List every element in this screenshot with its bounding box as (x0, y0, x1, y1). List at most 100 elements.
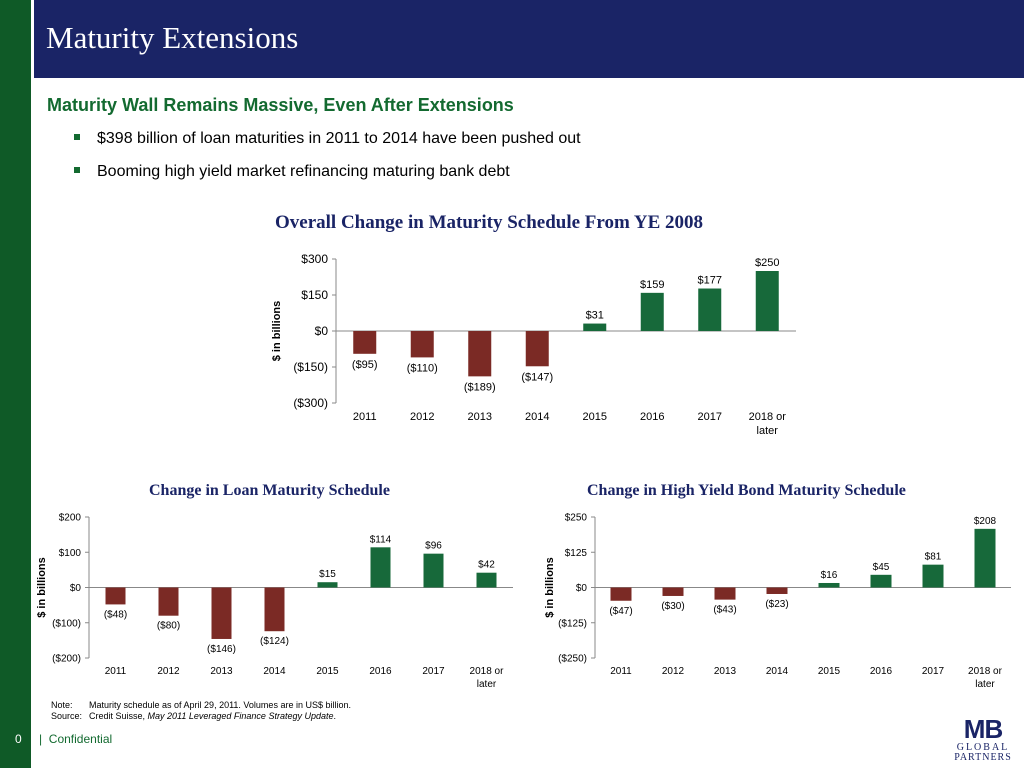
bullet-square-icon (74, 134, 80, 140)
chart-overall-svg: $300 $150 $0 ($150) ($300) $ in billions ($95)… (271, 252, 796, 437)
x-tick-label: 2012 (410, 411, 434, 423)
x-tick-label: 2017 (922, 666, 945, 677)
data-label: $96 (425, 541, 442, 552)
bullet-item: $398 billion of loan maturities in 2011 … (74, 130, 581, 148)
x-tick-label: 2012 (662, 666, 685, 677)
x-tick-label: 2011 (610, 666, 632, 677)
page-number: 0 (15, 732, 22, 746)
x-tick-label-line: later (757, 425, 779, 437)
y-tick-label: ($250) (558, 654, 587, 665)
x-tick-label: 2017 (422, 666, 445, 677)
bar (662, 587, 684, 596)
bar (714, 587, 736, 600)
title-bar: Maturity Extensions (31, 0, 1024, 78)
data-label: ($95) (352, 359, 378, 371)
bullet-text: Booming high yield market refinancing ma… (97, 163, 510, 180)
company-logo: MB GLOBAL PARTNERS (954, 716, 1012, 762)
bar (583, 323, 607, 331)
section-subtitle: Maturity Wall Remains Massive, Even Afte… (47, 95, 514, 115)
chart-loan: $200 $100 $0 ($100) ($200) $ in billions ($48)… (32, 507, 530, 697)
y-tick-label: $125 (565, 548, 588, 559)
data-label: $208 (974, 516, 997, 527)
data-label: ($48) (104, 609, 127, 620)
y-tick-label: ($300) (293, 396, 328, 410)
data-label: ($110) (407, 362, 438, 374)
y-tick-label: ($125) (558, 618, 587, 629)
bar (353, 331, 377, 354)
y-axis-title: $ in billions (271, 301, 283, 362)
y-axis-title: $ in billions (544, 557, 556, 618)
bar (476, 572, 497, 588)
logo-mark: MB (964, 716, 1003, 744)
x-tick-label: 2015 (583, 411, 607, 423)
y-tick-label: $0 (70, 583, 82, 594)
x-tick-label: 2018 or later (749, 411, 787, 437)
bullet-square-icon (74, 167, 80, 173)
y-tick-label: $100 (59, 548, 82, 559)
y-tick-label: ($100) (52, 618, 81, 629)
data-label: $114 (370, 534, 392, 545)
source-line: Source: Credit Suisse, May 2011 Leveraged… (51, 711, 336, 721)
y-tick-label: $200 (59, 513, 82, 524)
bullet-item: Booming high yield market refinancing ma… (74, 163, 510, 181)
x-tick-label: 2018 or later (968, 666, 1003, 690)
x-tick-label: 2012 (157, 666, 180, 677)
data-label: ($47) (609, 606, 632, 617)
x-tick-label: 2016 (369, 666, 392, 677)
y-tick-label: ($150) (293, 360, 328, 374)
bar (525, 331, 549, 367)
data-label: ($147) (521, 371, 553, 383)
data-label: $177 (698, 275, 722, 287)
confidential-label: | Confidential (39, 732, 112, 746)
x-tick-label: 2013 (210, 666, 233, 677)
x-tick-label: 2013 (468, 411, 492, 423)
x-tick-label: 2011 (105, 666, 127, 677)
note-text: Maturity schedule as of April 29, 2011. … (89, 700, 351, 710)
note-line: Note: Maturity schedule as of April 29, 2… (51, 700, 351, 710)
y-tick-label: $0 (576, 583, 588, 594)
data-label: $250 (755, 257, 779, 269)
x-tick-label-line: 2018 or (968, 666, 1003, 677)
data-label: $42 (478, 560, 495, 571)
chart-title-high-yield: Change in High Yield Bond Maturity Sched… (587, 482, 906, 499)
y-tick-label: $0 (315, 324, 329, 338)
logo-line1: GLOBAL (957, 742, 1010, 753)
x-tick-label: 2014 (766, 666, 789, 677)
footer-separator: | (39, 732, 43, 746)
bar (922, 564, 944, 588)
bar (974, 528, 996, 588)
x-tick-label-line: 2018 or (470, 666, 505, 677)
page-title: Maturity Extensions (46, 20, 299, 55)
chart-title-loan: Change in Loan Maturity Schedule (149, 482, 390, 499)
x-tick-label: 2013 (714, 666, 737, 677)
y-axis-title: $ in billions (36, 557, 48, 618)
bar (410, 331, 434, 358)
chart-title-overall: Overall Change in Maturity Schedule From… (275, 212, 704, 233)
bar (370, 547, 391, 588)
chart-high-yield: $250 $125 $0 ($125) ($250) $ in billions ($47)… (538, 507, 1020, 697)
data-label: $81 (925, 552, 942, 563)
bar (211, 587, 232, 639)
data-label: ($23) (765, 599, 788, 610)
logo-line2: PARTNERS (954, 752, 1012, 762)
bar (610, 587, 632, 601)
x-tick-label: 2015 (818, 666, 841, 677)
chart-high-yield-svg: $250 $125 $0 ($125) ($250) $ in billions ($47)… (544, 513, 1011, 690)
bar (698, 288, 722, 331)
bullet-text: $398 billion of loan maturities in 2011 … (97, 130, 581, 147)
y-tick-label: $150 (301, 288, 328, 302)
bar (755, 271, 779, 331)
sidebar-stripe (0, 0, 31, 768)
data-label: $16 (821, 570, 838, 581)
data-label: ($189) (464, 381, 496, 393)
y-tick-label: $250 (565, 513, 588, 524)
x-tick-label: 2018 or later (470, 666, 505, 690)
x-tick-label: 2014 (263, 666, 286, 677)
y-tick-label: $300 (301, 252, 328, 266)
data-label: $15 (319, 569, 336, 580)
x-tick-label: 2017 (698, 411, 722, 423)
y-tick-label: ($200) (52, 654, 81, 665)
x-tick-label-line: later (975, 679, 995, 690)
x-tick-label: 2011 (353, 411, 377, 423)
data-label: $45 (873, 562, 890, 573)
